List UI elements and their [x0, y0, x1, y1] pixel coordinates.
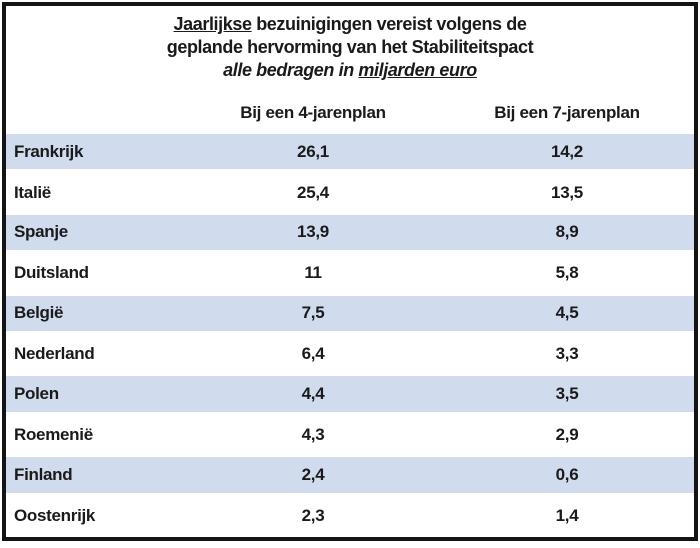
title-line-3-underlined: miljarden euro: [358, 60, 477, 80]
country-cell: Frankrijk: [14, 141, 84, 161]
country-cell: Spanje: [14, 222, 68, 242]
table-row: België 7,5 4,5: [6, 293, 694, 334]
country-cell: Italië: [14, 182, 51, 202]
plan7-cell: 2,9: [555, 424, 579, 444]
plan7-cell: 3,3: [555, 344, 579, 364]
plan7-cell: 1,4: [555, 505, 579, 525]
table-row: Polen 4,4 3,5: [6, 374, 694, 415]
plan7-cell: 4,5: [555, 303, 579, 323]
table-body: Frankrijk 26,1 14,2 Italië 25,4 13,5 Spa…: [6, 132, 694, 536]
plan4-cell: 13,9: [297, 222, 329, 242]
column-header-4yr: Bij een 4-jarenplan: [240, 103, 386, 122]
plan7-cell: 8,9: [555, 222, 579, 242]
column-header-7yr: Bij een 7-jarenplan: [494, 103, 640, 122]
plan4-cell: 2,4: [301, 464, 325, 484]
plan4-cell: 4,3: [301, 424, 325, 444]
plan7-cell: 5,8: [555, 263, 579, 283]
plan4-cell: 25,4: [297, 182, 329, 202]
country-cell: België: [14, 303, 64, 323]
table-row: Duitsland 11 5,8: [6, 253, 694, 293]
table-frame: Jaarlijkse bezuinigingen vereist volgens…: [2, 2, 698, 541]
title-line-1: Jaarlijkse bezuinigingen vereist volgens…: [6, 13, 694, 36]
title-line-1-rest: bezuinigingen vereist volgens de: [251, 14, 527, 34]
country-cell: Nederland: [14, 344, 95, 364]
plan7-cell: 13,5: [551, 182, 583, 202]
plan4-cell: 11: [304, 263, 322, 283]
country-cell: Roemenië: [14, 424, 93, 444]
table-header-row: Bij een 4-jarenplan Bij een 7-jarenplan: [6, 82, 694, 132]
table-row: Italië 25,4 13,5: [6, 172, 694, 212]
title-line-2: geplande hervorming van het Stabiliteits…: [166, 37, 534, 57]
table-row: Spanje 13,9 8,9: [6, 212, 694, 254]
title-underlined-word: Jaarlijkse: [173, 14, 252, 34]
country-cell: Duitsland: [14, 263, 89, 283]
title-line-3-prefix: alle bedragen in: [223, 60, 359, 80]
table-title: Jaarlijkse bezuinigingen vereist volgens…: [6, 6, 694, 82]
plan7-cell: 3,5: [555, 384, 579, 404]
table-row: Roemenië 4,3 2,9: [6, 415, 694, 455]
plan4-cell: 2,3: [301, 505, 325, 525]
plan7-cell: 0,6: [555, 464, 579, 484]
plan4-cell: 6,4: [301, 344, 325, 364]
title-line-3: alle bedragen in miljarden euro: [6, 59, 694, 82]
plan7-cell: 14,2: [551, 141, 583, 161]
plan4-cell: 26,1: [297, 141, 329, 161]
table-row: Finland 2,4 0,6: [6, 455, 694, 496]
country-cell: Finland: [14, 464, 73, 484]
table-row: Oostenrijk 2,3 1,4: [6, 496, 694, 536]
country-cell: Polen: [14, 384, 59, 404]
plan4-cell: 7,5: [301, 303, 325, 323]
table-row: Nederland 6,4 3,3: [6, 334, 694, 374]
table-row: Frankrijk 26,1 14,2: [6, 132, 694, 173]
country-cell: Oostenrijk: [14, 505, 96, 525]
plan4-cell: 4,4: [301, 384, 325, 404]
